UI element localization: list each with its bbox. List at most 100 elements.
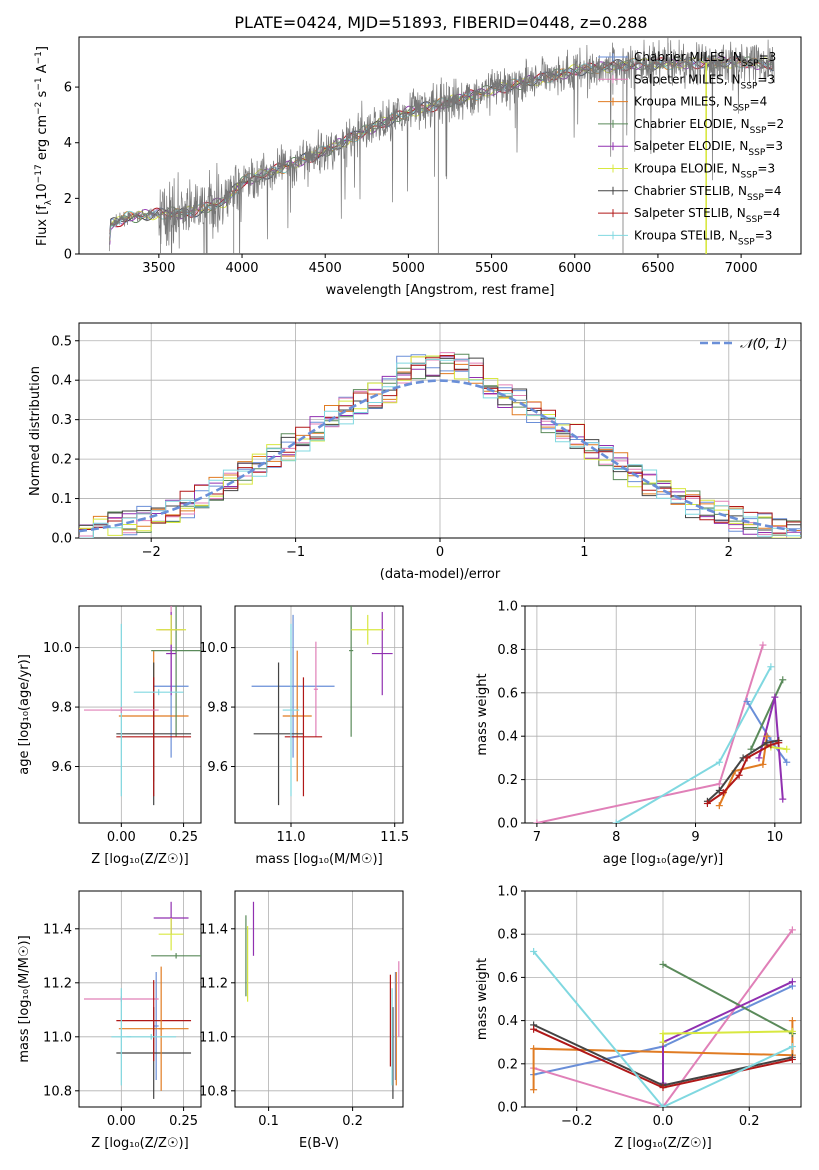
x-tick-label: 0.25 [169,830,198,845]
y-tick-label: 10.8 [199,1084,228,1099]
ebv_mass-axes [231,890,404,1111]
mass_age-frame [234,605,404,824]
y-tick-label: 0.4 [51,374,72,389]
legend-entry-label: Kroupa MILES, NSSP=4 [634,95,767,114]
x-tick-label: 0 [436,545,444,560]
y-tick-label: 6 [64,81,72,96]
legend-entry-label: Chabrier ELODIE, NSSP=2 [634,117,784,136]
y-tick-label: 0.2 [497,1057,518,1072]
y-tick-label: 0 [64,248,72,263]
ebv_mass-frame [234,890,404,1108]
residual-histogram [79,358,801,538]
spectrum-lines [108,37,775,254]
x-tick-label: 0.00 [107,1114,136,1129]
x-tick-label: 2 [725,545,733,560]
x-tick-label: 3500 [142,261,175,276]
y-tick-label: 0.0 [497,817,518,832]
Z_mass-axes [75,890,202,1111]
x-tick-label: 9 [691,830,699,845]
x-tick-label: −1 [286,545,305,560]
y-tick-label: 11.4 [43,922,72,937]
y-tick-label: 0.0 [497,1101,518,1116]
Z_mass-errorbars [83,901,201,1099]
residual-xlabel: (data-model)/error [380,567,501,582]
Z_age-axes [75,605,202,827]
figure-title: PLATE=0424, MJD=51893, FIBERID=0448, z=0… [234,13,647,32]
x-tick-label: 10 [767,830,784,845]
age_massweight-xlabel: age [log₁₀(age/yr)] [603,852,724,867]
legend-entry-label: Salpeter STELIB, NSSP=4 [634,206,780,225]
weight-line [746,700,788,763]
x-tick-label: 4500 [309,261,342,276]
age_massweight-lines [533,641,791,823]
x-tick-label: 7 [533,830,541,845]
y-tick-label: 0.3 [51,413,72,428]
data-spectrum-line [108,39,775,254]
weight-line [532,950,793,1107]
x-tick-label: 5000 [392,261,425,276]
y-tick-label: 0.1 [51,492,72,507]
y-tick-label: 0.2 [497,773,518,788]
y-tick-label: 9.8 [207,701,228,716]
Z_age-xlabel: Z [log₁₀(Z/Z☉)] [91,852,188,867]
weight-line [662,963,793,1035]
age_massweight-ylabel: mass weight [475,673,490,755]
y-tick-label: 11.0 [199,1030,228,1045]
Z_massweight-ylabel: mass weight [475,958,490,1040]
weight-line [706,741,780,805]
legend-entry-label: Salpeter MILES, NSSP=3 [634,72,775,91]
x-tick-label: −2 [142,545,161,560]
residual-histogram [79,357,801,531]
y-tick-label: 0.4 [497,1014,518,1029]
weight-line [706,739,779,803]
x-tick-label: 0.1 [258,1114,279,1129]
y-tick-label: 0.5 [51,334,72,349]
legend-label-normal: 𝒩(0, 1) [740,337,787,352]
weight-line [533,929,794,1107]
mass_age-axes [231,605,404,827]
Z_mass-ylabel: mass [log₁₀(M/M☉)] [17,935,32,1062]
y-tick-label: 9.6 [207,760,228,775]
weight-line [750,679,784,750]
ebv_mass-errorbars [245,901,400,1099]
y-tick-label: 0.4 [497,730,518,745]
spectrum-xlabel: wavelength [Angstrom, rest frame] [326,283,555,298]
spectrum-ylabel: Flux [fλ10−17 erg cm−2 s−1 A−1] [34,46,54,246]
y-tick-label: 0.8 [497,643,518,658]
Z_age-frame [78,605,202,824]
legend-entry-label: Salpeter ELODIE, NSSP=3 [634,139,783,158]
y-tick-label: 0.6 [497,971,518,986]
y-tick-label: 9.6 [51,760,72,775]
mass_age-errorbars [251,606,393,806]
y-tick-label: 11.4 [199,922,228,937]
x-tick-label: 4000 [225,261,258,276]
residual-histograms [79,352,801,538]
Z_age-errorbars [83,606,201,806]
x-tick-label: 1 [580,545,588,560]
y-tick-label: 11.0 [43,1030,72,1045]
residual-ylabel: Normed distribution [28,366,43,496]
weight-line [536,644,764,823]
y-tick-label: 11.2 [43,976,72,991]
y-tick-label: 10.0 [43,641,72,656]
x-tick-label: 6500 [641,261,674,276]
Z_age-ylabel: age [log₁₀(age/yr)] [17,654,32,775]
x-tick-label: 11.0 [277,830,306,845]
x-tick-label: 0.00 [107,830,136,845]
y-tick-label: 1.0 [497,885,518,900]
x-tick-label: 0.0 [653,1114,674,1129]
legend-entry-label: Chabrier STELIB, NSSP=4 [634,184,782,203]
x-tick-label: 5500 [475,261,508,276]
x-tick-label: 6000 [558,261,591,276]
spectrum-frame [78,36,802,255]
normal-curve [79,379,801,533]
Z_massweight-lines [530,926,796,1107]
y-tick-label: 4 [64,136,72,151]
y-tick-label: 10.0 [199,641,228,656]
legend-entry-label: Kroupa STELIB, NSSP=3 [634,228,772,247]
y-tick-label: 9.8 [51,701,72,716]
Z_massweight-xlabel: Z [log₁₀(Z/Z☉)] [614,1136,711,1151]
mass_age-xlabel: mass [log₁₀(M/M☉)] [255,852,382,867]
age_massweight-frame [524,605,802,824]
